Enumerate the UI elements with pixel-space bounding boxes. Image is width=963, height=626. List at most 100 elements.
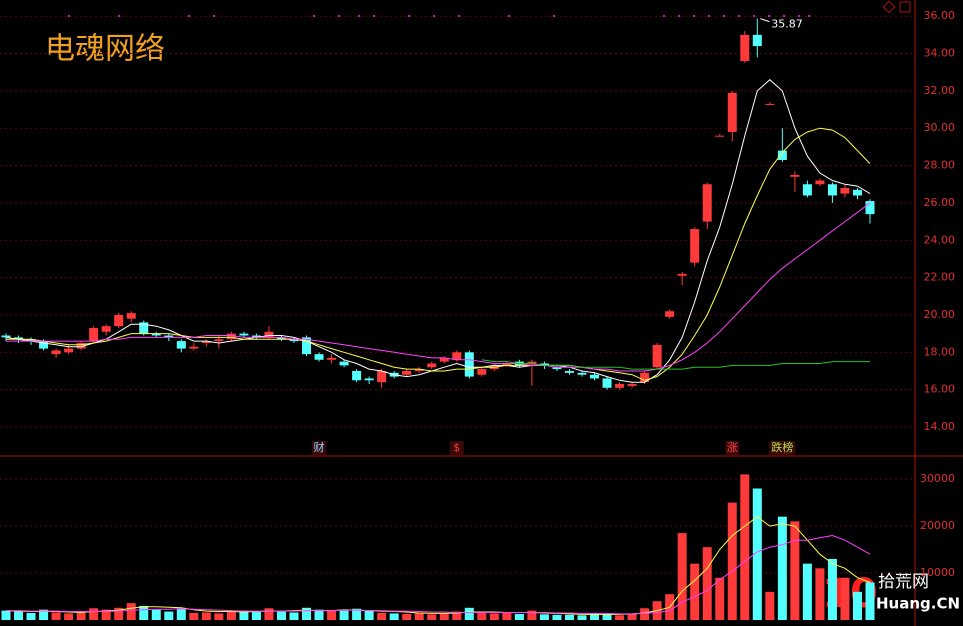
candle-body (527, 361, 537, 364)
event-dot (753, 15, 755, 17)
line (5, 79, 871, 383)
candle-body (276, 337, 286, 340)
volume-bar (827, 558, 837, 620)
volume-bar (627, 613, 637, 620)
y-tick-label: 20000 (920, 519, 955, 532)
event-dot (458, 15, 460, 17)
volume-bar (314, 609, 324, 620)
volume-bar (264, 608, 274, 620)
volume-bar (489, 613, 499, 620)
candle-body (677, 273, 687, 276)
candle-body (827, 184, 837, 196)
watermark-name: 拾荒网 (878, 572, 929, 592)
event-dot (118, 15, 120, 17)
icon[interactable] (899, 1, 911, 13)
volume-bar (802, 563, 812, 620)
candle-body (590, 374, 600, 379)
y-tick-label: 16.00 (924, 383, 956, 396)
candle-body (377, 370, 387, 383)
volume-bar (352, 608, 362, 620)
candle-body (402, 370, 412, 375)
max-label: 35.87 (771, 18, 803, 31)
event-dot (783, 15, 785, 17)
candle-body (39, 341, 49, 349)
volume-bar (740, 474, 750, 620)
volume-bar (226, 611, 236, 620)
candle-body (289, 339, 299, 342)
y-tick-label: 14.00 (924, 420, 956, 433)
candle-body (364, 378, 374, 381)
volume-bar (289, 612, 299, 620)
event-dot (358, 15, 360, 17)
candle-body (464, 352, 474, 377)
volume-bar (176, 608, 186, 620)
candle-body (802, 184, 812, 196)
candle-body (615, 384, 625, 388)
candle-body (740, 34, 750, 62)
candle-body (201, 341, 211, 343)
event-label: 涨 (727, 441, 738, 454)
volume-bar (139, 605, 149, 620)
candle-body (427, 363, 437, 368)
volume-bar (389, 613, 399, 620)
volume-bar (727, 502, 737, 620)
volume-bar (377, 612, 387, 620)
line (6, 127, 871, 381)
candle-body (715, 135, 725, 137)
candle-body (640, 372, 650, 383)
event-dot (808, 15, 810, 17)
candle-body (302, 337, 312, 355)
event-dot (723, 15, 725, 17)
line (481, 359, 870, 370)
icon[interactable] (882, 0, 896, 14)
event-dot (373, 15, 375, 17)
volume-bar (327, 611, 337, 620)
candle-body (14, 337, 24, 340)
volume-bar (276, 611, 286, 620)
candle-body (176, 341, 186, 349)
candle-body (564, 370, 574, 373)
volume-bar (114, 607, 124, 620)
volume-bar (126, 603, 136, 620)
candle-body (765, 103, 775, 105)
event-dot (768, 15, 770, 17)
volume-bar (402, 613, 412, 620)
line (5, 516, 871, 615)
candle-body (101, 326, 111, 332)
candle-body (690, 229, 700, 263)
candle-body (139, 322, 149, 334)
candle-body (852, 189, 862, 196)
volume-bar (151, 609, 161, 620)
candle-body (26, 339, 36, 342)
volume-bar (201, 612, 211, 620)
candle-body (164, 335, 174, 338)
y-tick-label: 22.00 (924, 271, 956, 284)
candle-body (226, 333, 236, 340)
volume-bar (677, 533, 687, 620)
candle-body (264, 331, 274, 338)
event-label: $ (453, 441, 460, 454)
volume-bar (251, 612, 261, 620)
volume-bar (514, 613, 524, 620)
y-tick-label: 10000 (920, 566, 955, 579)
y-tick-label: 26.00 (924, 196, 956, 209)
y-tick-label: 30.00 (924, 121, 956, 134)
event-dot (508, 15, 510, 17)
candle-body (815, 180, 825, 185)
candle-body (64, 348, 74, 353)
event-box (449, 441, 464, 455)
y-tick-label: 24.00 (924, 233, 956, 246)
y-tick-label: 30000 (920, 472, 955, 485)
line (6, 534, 871, 615)
volume-bar (452, 611, 462, 620)
candle-body (727, 92, 737, 132)
event-dot (68, 15, 70, 17)
volume-bar (852, 591, 862, 620)
event-dot (663, 15, 665, 17)
volume-bar (777, 516, 787, 620)
event-dot (693, 15, 695, 17)
event-dot (213, 15, 215, 17)
volume-bar (690, 563, 700, 620)
y-tick-label: 20.00 (924, 308, 956, 321)
volume-bar (239, 610, 249, 620)
